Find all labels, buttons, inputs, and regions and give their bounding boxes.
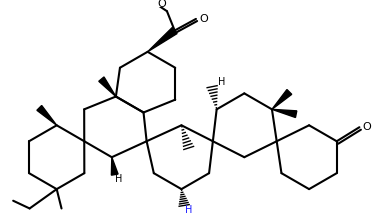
Polygon shape [272, 89, 292, 109]
Polygon shape [111, 157, 118, 175]
Polygon shape [37, 105, 57, 125]
Text: O: O [199, 14, 208, 24]
Text: O: O [363, 122, 371, 132]
Text: H: H [115, 174, 122, 184]
Polygon shape [147, 28, 177, 52]
Polygon shape [272, 109, 297, 117]
Text: H: H [186, 205, 193, 215]
Text: O: O [158, 0, 166, 9]
Polygon shape [99, 77, 116, 97]
Text: H: H [218, 77, 225, 87]
